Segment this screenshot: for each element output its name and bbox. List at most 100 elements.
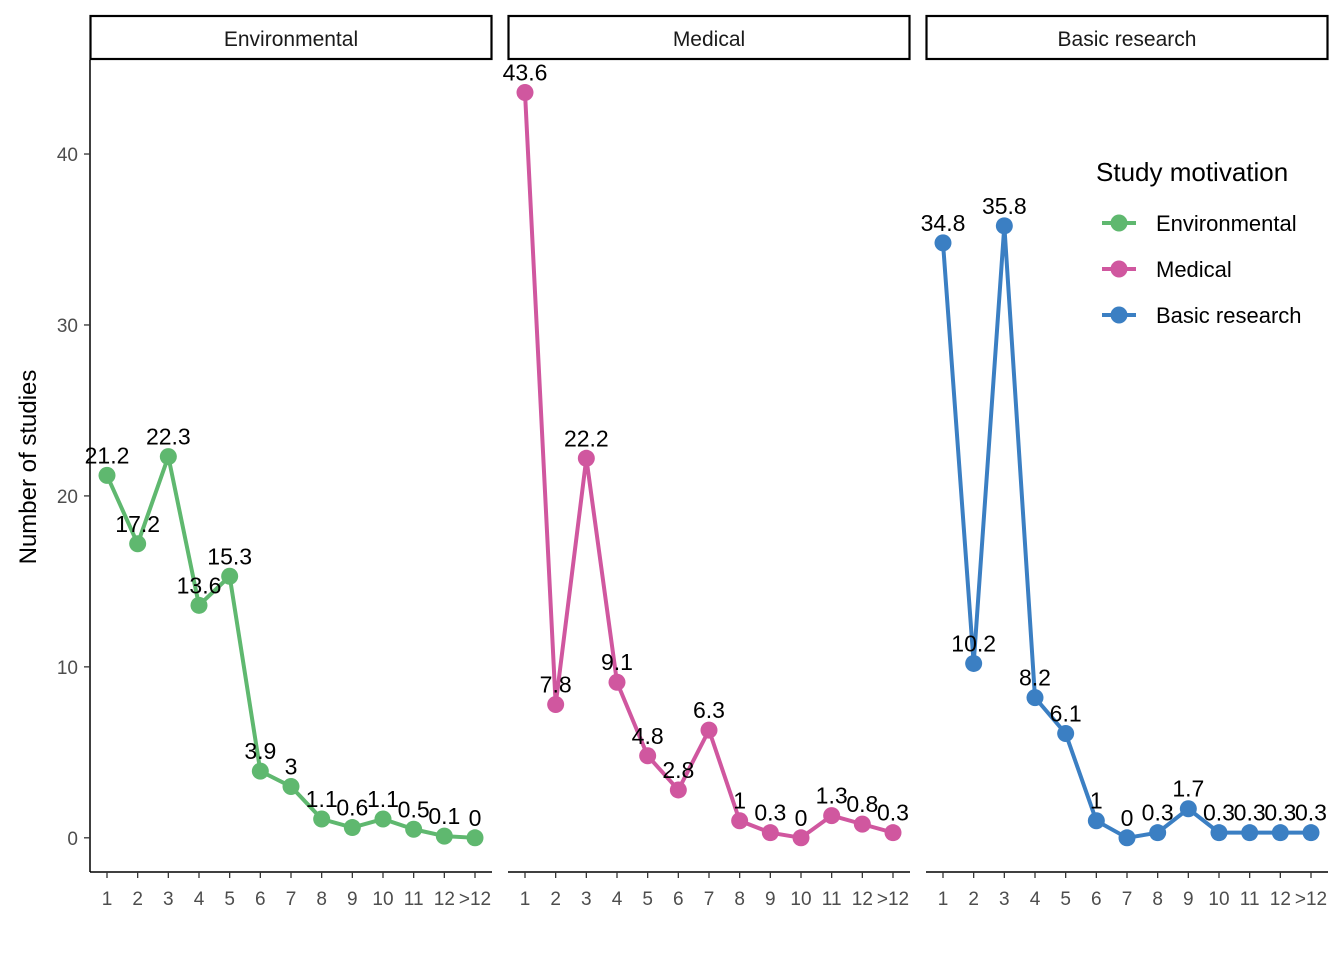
x-tick-label: 1: [520, 889, 531, 910]
data-point: [221, 567, 239, 585]
x-tick-label: 3: [163, 889, 174, 910]
data-label: 6.3: [693, 697, 725, 723]
data-point: [405, 820, 423, 838]
data-label: 0.1: [428, 803, 460, 829]
data-point: [853, 815, 871, 833]
y-tick-label: 20: [57, 487, 78, 508]
data-label: 3: [285, 754, 298, 780]
data-point: [608, 673, 626, 691]
data-point: [761, 824, 779, 842]
data-label: 0.3: [1234, 800, 1266, 826]
x-tick-label: 8: [1152, 889, 1163, 910]
data-point: [1118, 829, 1136, 847]
x-tick-label: 2: [550, 889, 561, 910]
data-point: [313, 810, 331, 828]
x-tick-label: 4: [612, 889, 623, 910]
x-tick-label: >12: [877, 889, 909, 910]
legend-label: Basic research: [1156, 303, 1302, 328]
data-label: 0.3: [1203, 800, 1235, 826]
data-point: [1057, 725, 1075, 743]
data-label: 13.6: [177, 572, 222, 598]
data-point: [547, 695, 565, 713]
data-point: [669, 781, 687, 799]
data-point: [884, 824, 902, 842]
x-tick-label: 11: [1240, 889, 1260, 910]
x-tick-label: 11: [822, 889, 842, 910]
x-tick-label: 1: [938, 889, 949, 910]
data-point: [98, 466, 116, 484]
x-tick-label: 10: [790, 889, 811, 910]
data-point: [159, 448, 177, 466]
data-label: 15.3: [207, 543, 252, 569]
data-label: 0.5: [398, 796, 430, 822]
data-point: [700, 721, 718, 739]
x-tick-label: 10: [1208, 889, 1229, 910]
data-point: [1087, 812, 1105, 830]
data-point: [577, 449, 595, 467]
legend: Study motivation Environmental Medical Basi…: [1096, 157, 1302, 328]
x-tick-label: 1: [102, 889, 113, 910]
y-axis: 0 10 20 30 40: [57, 60, 91, 872]
data-label: 0: [1121, 805, 1134, 831]
data-label: 0.8: [846, 791, 878, 817]
y-tick-label: 0: [67, 829, 78, 850]
x-tick-label: 6: [1091, 889, 1102, 910]
legend-label: Environmental: [1156, 211, 1297, 236]
strip-box: [507, 14, 911, 61]
x-tick-label: 7: [704, 889, 715, 910]
data-label: 0: [795, 805, 808, 831]
data-label: 1.1: [306, 786, 338, 812]
x-tick-label: >12: [1295, 889, 1327, 910]
strip-box: [89, 14, 493, 61]
data-point: [1241, 824, 1259, 842]
data-label: 9.1: [601, 649, 633, 675]
data-point: [129, 535, 147, 553]
data-point: [374, 810, 392, 828]
data-label: 43.6: [503, 59, 548, 85]
y-tick-label: 40: [57, 145, 78, 166]
x-tick-label: 7: [1122, 889, 1133, 910]
data-label: 3.9: [244, 738, 276, 764]
x-tick-label: 6: [673, 889, 684, 910]
x-tick-label: 7: [286, 889, 297, 910]
data-label: 1.3: [816, 783, 848, 809]
x-tick-label: 9: [1183, 889, 1194, 910]
data-point: [792, 829, 810, 847]
data-label: 22.3: [146, 424, 191, 450]
legend-key-point: [1110, 260, 1128, 278]
data-label: 0.3: [1264, 800, 1296, 826]
x-tick-label: 9: [765, 889, 776, 910]
legend-key-point: [1110, 214, 1128, 232]
data-point: [823, 807, 841, 825]
x-tick-label: 10: [372, 889, 393, 910]
x-tick-label: 5: [1060, 889, 1071, 910]
data-point: [1210, 824, 1228, 842]
data-point: [1302, 824, 1320, 842]
y-axis-title: Number of studies: [15, 370, 42, 565]
data-point: [934, 234, 952, 252]
data-point: [731, 812, 749, 830]
data-point: [1271, 824, 1289, 842]
y-tick-label: 10: [57, 658, 78, 679]
x-tick-label: 6: [255, 889, 266, 910]
data-point: [190, 596, 208, 614]
data-point: [1179, 800, 1197, 818]
data-label: 10.2: [951, 630, 996, 656]
strip-title: Medical: [673, 28, 745, 51]
x-tick-label: 5: [224, 889, 235, 910]
data-point: [639, 747, 657, 765]
data-point: [251, 762, 269, 780]
data-label: 17.2: [115, 511, 160, 537]
x-tick-label: 12: [1270, 889, 1291, 910]
x-tick-label: 2: [968, 889, 979, 910]
data-label: 0.3: [1142, 800, 1174, 826]
data-label: 35.8: [982, 193, 1027, 219]
x-tick-label: 3: [581, 889, 592, 910]
data-label: 0: [469, 805, 482, 831]
legend-label: Medical: [1156, 257, 1232, 282]
x-tick-label: 8: [734, 889, 745, 910]
